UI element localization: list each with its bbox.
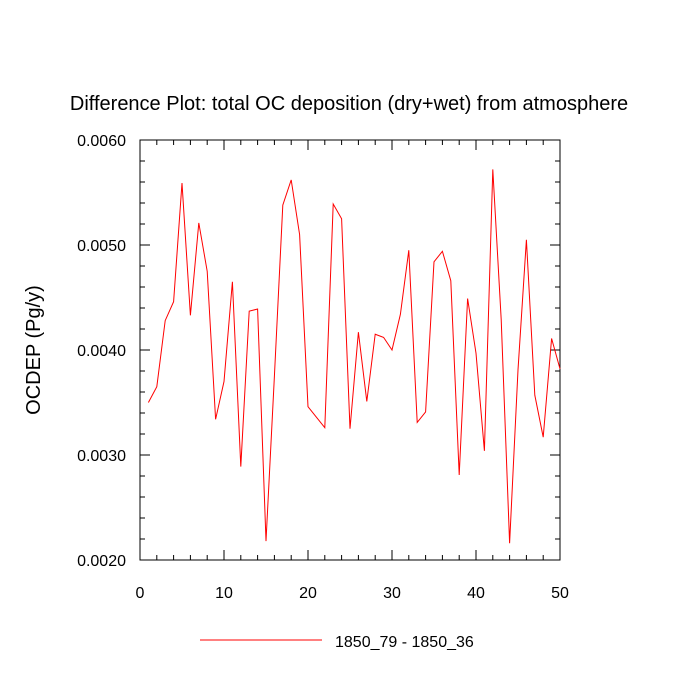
x-tick-label: 30 — [383, 585, 401, 602]
series-line — [147, 169, 561, 544]
legend: 1850_79 - 1850_36 — [200, 634, 474, 651]
y-tick-label: 0.0050 — [77, 238, 126, 255]
y-tick-label: 0.0020 — [77, 553, 126, 570]
plot-area: 0 10 20 30 40 50 0.0020 0.0030 0.0040 0.0050 0.006… — [77, 133, 569, 602]
x-tick-label: 0 — [136, 585, 145, 602]
chart-title: Difference Plot: total OC deposition (dr… — [70, 93, 628, 115]
y-tick-label: 0.0040 — [77, 343, 126, 360]
y-tick-label: 0.0060 — [77, 133, 126, 150]
plot-frame — [139, 139, 561, 561]
x-tick-label: 20 — [299, 585, 317, 602]
legend-label: 1850_79 - 1850_36 — [335, 634, 474, 651]
x-tick-label: 10 — [215, 585, 233, 602]
y-axis-label: OCDEP (Pg/y) — [23, 285, 45, 415]
x-tick-label: 40 — [467, 585, 485, 602]
y-tick-label: 0.0030 — [77, 448, 126, 465]
x-tick-label: 50 — [551, 585, 569, 602]
